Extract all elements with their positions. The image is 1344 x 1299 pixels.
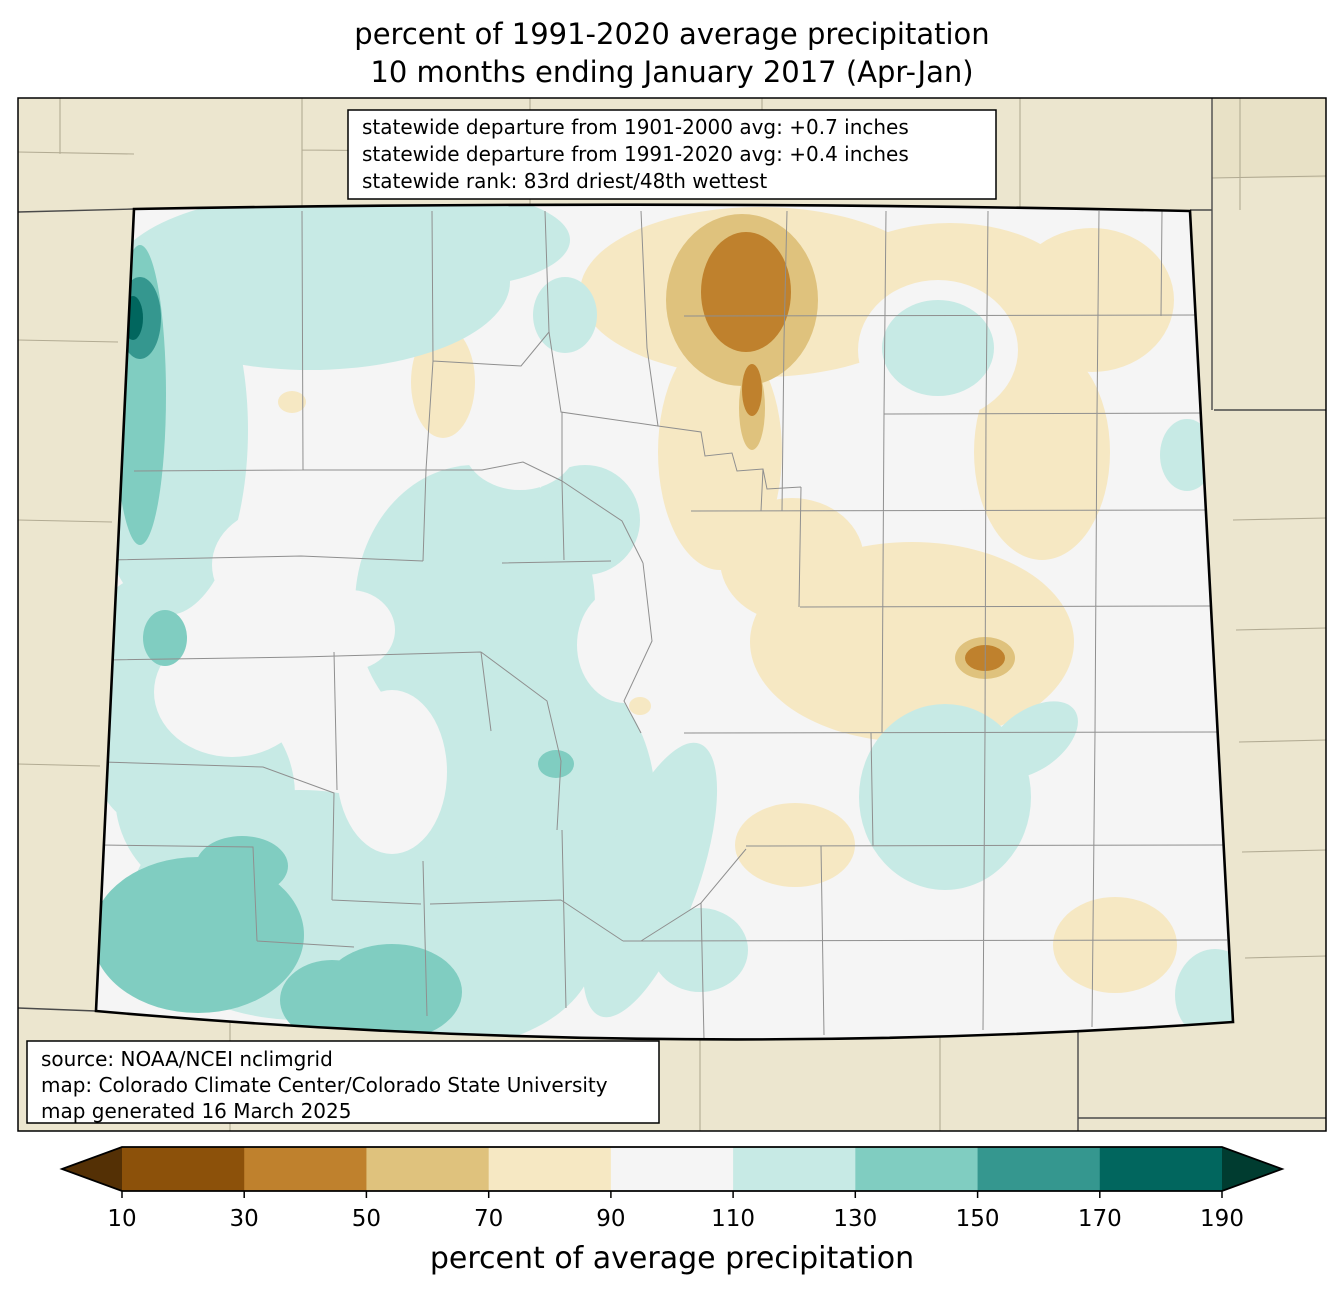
stats-line3: statewide rank: 83rd driest/48th wettest: [362, 169, 767, 193]
source-box: source: NOAA/NCEI nclimgrid map: Colorad…: [26, 1040, 660, 1124]
stats-box: statewide departure from 1901-2000 avg: …: [347, 109, 997, 200]
blob: [212, 507, 352, 623]
blob: [1053, 897, 1177, 993]
colorbar-segment: [733, 1147, 856, 1191]
regions-30-50: [701, 232, 1005, 671]
blob: [538, 750, 574, 778]
stats-box-frame: [347, 109, 997, 200]
county-lines-east: [622, 210, 1228, 1031]
tick-label: 90: [596, 1206, 625, 1232]
tick-label: 110: [711, 1206, 755, 1232]
blob: [1160, 419, 1214, 491]
colorbar-segment: [366, 1147, 490, 1191]
blob: [462, 394, 578, 490]
stats-line2: statewide departure from 1991-2020 avg: …: [362, 142, 909, 166]
blob: [582, 742, 718, 1018]
stats-line1: statewide departure from 1901-2000 avg: …: [362, 115, 909, 139]
blob: [701, 232, 791, 352]
source-line1: source: NOAA/NCEI nclimgrid: [41, 1047, 333, 1071]
tick-label: 50: [352, 1206, 381, 1232]
blob: [577, 587, 673, 703]
blob: [720, 498, 864, 622]
blob: [974, 344, 1110, 560]
colorado-border: [94, 203, 1235, 1041]
tick-label: 170: [1078, 1206, 1122, 1232]
blob: [154, 627, 310, 757]
source-line3: map generated 16 March 2025: [41, 1099, 351, 1123]
blob: [742, 364, 762, 416]
colorbar-axis-label: percent of average precipitation: [430, 1241, 914, 1276]
blob: [96, 857, 304, 1013]
tick-label: 10: [107, 1206, 136, 1232]
blob: [1175, 949, 1233, 1040]
colorbar-segment: [488, 1147, 612, 1191]
tick-label: 70: [474, 1206, 503, 1232]
colorbar-segment: [610, 1147, 734, 1191]
blob: [882, 300, 994, 396]
neighbor-state-borders: [17, 98, 1326, 1131]
colorbar-arrow-left: [62, 1147, 122, 1191]
blob: [735, 803, 855, 887]
blob: [533, 277, 597, 353]
blob: [320, 204, 570, 288]
figure-title-line2: 10 months ending January 2017 (Apr-Jan): [370, 55, 973, 89]
blob: [986, 701, 1078, 779]
colorbar-segment: [1099, 1147, 1222, 1191]
tick-label: 150: [956, 1206, 1000, 1232]
blob: [143, 610, 187, 666]
tick-label: 30: [230, 1206, 259, 1232]
colorbar-segment: [122, 1147, 245, 1191]
county-lines-west: [98, 210, 874, 1040]
figure-title-line1: percent of 1991-2020 average precipitati…: [354, 17, 989, 51]
blob: [629, 697, 651, 715]
tick-label: 130: [833, 1206, 877, 1232]
colorbar-arrow-right: [1222, 1147, 1282, 1191]
blob: [411, 326, 475, 438]
regions-90-110-gaps: [154, 394, 673, 854]
colorbar-segment: [977, 1147, 1101, 1191]
plot-area: [17, 97, 1327, 1132]
precip-regions: [96, 204, 1233, 1040]
source-line2: map: Colorado Climate Center/Colorado St…: [41, 1073, 608, 1097]
blob: [196, 836, 288, 896]
blob: [652, 908, 748, 992]
plot-frame: [17, 97, 1327, 1132]
colorbar-tick-marks: [121, 1191, 1223, 1198]
tick-label: 190: [1200, 1206, 1244, 1232]
colorbar-segment: [244, 1147, 367, 1191]
source-box-frame: [26, 1040, 660, 1124]
blob: [278, 391, 306, 413]
blob: [337, 690, 447, 854]
blob: [530, 465, 640, 575]
blob: [305, 590, 395, 670]
colorbar-tick-labels: 10 30 50 70 90 110 130 150 170 190: [107, 1206, 1244, 1232]
colorbar: 10 30 50 70 90 110 130 150 170 190 perce…: [59, 1146, 1285, 1276]
blob: [1010, 228, 1174, 372]
colorbar-segment: [855, 1147, 978, 1191]
blob: [280, 960, 384, 1040]
neighbor-state-tint-patch: [1212, 98, 1326, 178]
